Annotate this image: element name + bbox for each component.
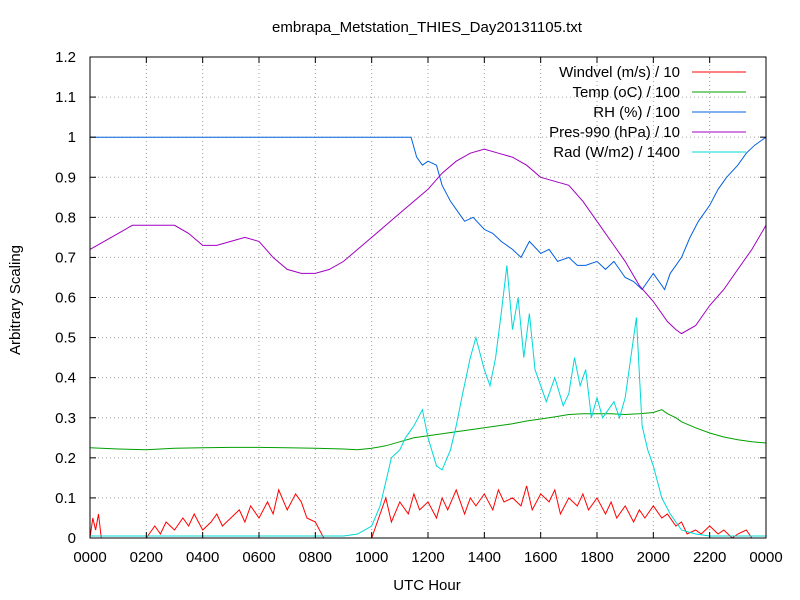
x-tick-label: 0400	[186, 549, 219, 566]
x-tick-label: 0200	[130, 549, 163, 566]
x-tick-label: 2200	[693, 549, 726, 566]
x-tick-label: 2000	[637, 549, 670, 566]
y-tick-label: 1.1	[55, 89, 76, 106]
x-tick-label: 1200	[411, 549, 444, 566]
y-tick-label: 0.5	[55, 330, 76, 347]
series-line-1	[89, 485, 766, 539]
x-axis-label: UTC Hour	[393, 577, 461, 594]
grid-lines	[90, 57, 766, 538]
x-tick-label: 0000	[749, 549, 782, 566]
x-tick-label: 1400	[468, 549, 501, 566]
legend: Windvel (m/s) / 10 Temp (oC) / 100 RH (%) …	[549, 64, 746, 161]
y-tick-label: 0.1	[55, 490, 76, 507]
legend-label: Pres-990 (hPa) / 10	[549, 124, 680, 141]
series-line-4	[89, 148, 767, 335]
series-lines	[89, 136, 767, 539]
x-tick-label: 1000	[355, 549, 388, 566]
series-line-3	[90, 136, 767, 291]
x-tick-label: 0000	[73, 549, 106, 566]
y-tick-label: 1.2	[55, 49, 76, 66]
y-tick-label: 0.7	[55, 249, 76, 266]
chart-title: embrapa_Metstation_THIES_Day20131105.txt	[272, 19, 583, 36]
y-tick-label: 0	[68, 530, 76, 547]
axis-ticks: 0000 0200 0400 0600 0800 1000 1200 1400 1600 1800…	[55, 49, 783, 566]
y-axis-label: Arbitrary Scaling	[7, 245, 24, 355]
x-tick-label: 0800	[299, 549, 332, 566]
legend-label: RH (%) / 100	[593, 104, 680, 121]
series-line-2	[89, 409, 767, 451]
y-tick-label: 0.4	[55, 370, 76, 387]
x-tick-label: 1800	[580, 549, 613, 566]
series-line-5	[90, 265, 766, 537]
x-tick-label: 0600	[242, 549, 275, 566]
y-tick-label: 0.6	[55, 290, 76, 307]
y-tick-label: 0.8	[55, 209, 76, 226]
legend-label: Windvel (m/s) / 10	[559, 64, 680, 81]
y-tick-label: 0.3	[55, 410, 76, 427]
y-tick-label: 1	[68, 129, 76, 146]
legend-label: Rad (W/m2) / 1400	[553, 144, 680, 161]
legend-label: Temp (oC) / 100	[572, 84, 680, 101]
x-tick-label: 1600	[524, 549, 557, 566]
y-tick-label: 0.2	[55, 450, 76, 467]
y-tick-label: 0.9	[55, 169, 76, 186]
